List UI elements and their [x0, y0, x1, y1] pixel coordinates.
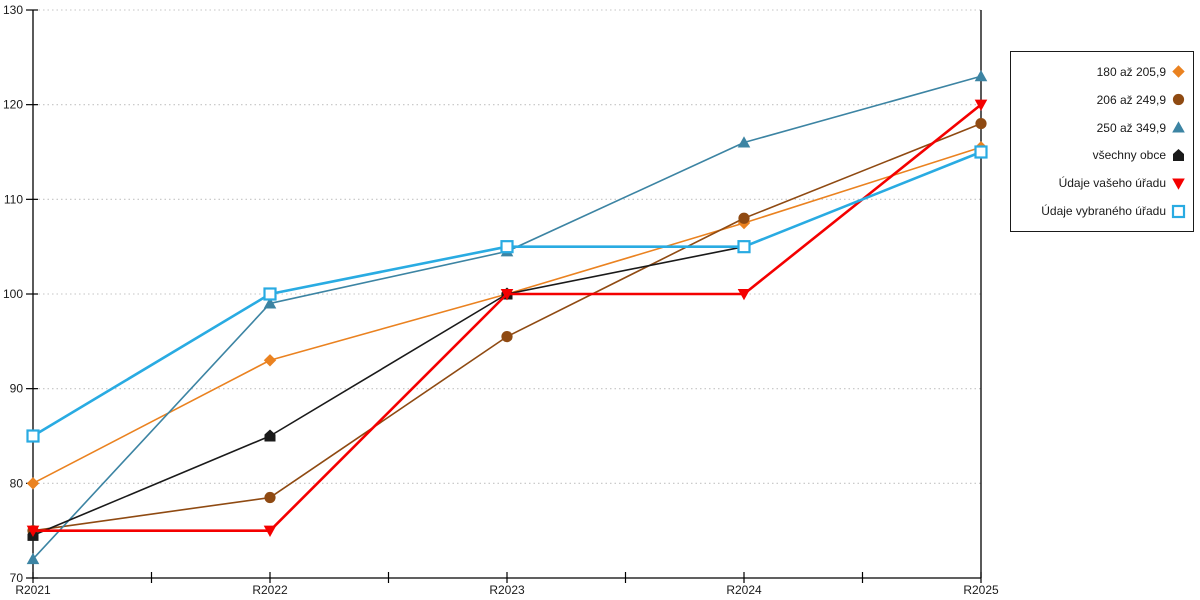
y-tick-label-100: 100: [3, 287, 23, 301]
y-tick-label-70: 70: [10, 571, 24, 585]
marker-circle-icon-s1-p1: [264, 491, 276, 504]
legend-label: 180 až 205,9: [1096, 64, 1166, 79]
legend-triangle-down-icon: [1172, 178, 1185, 190]
marker-pentagon-icon-legend: [1173, 148, 1184, 161]
marker-diamond-icon-s0-p0: [26, 477, 40, 490]
y-tick-label-130: 130: [3, 3, 23, 17]
legend-item: 250 až 349,9: [1017, 120, 1186, 135]
legend-circle-icon: [1172, 94, 1185, 106]
legend-item: všechny obce: [1017, 148, 1186, 163]
legend-triangle-up-icon: [1172, 121, 1185, 133]
marker-triangle-up-icon-s2-p1: [263, 297, 277, 309]
legend-label: Údaje vašeho úřadu: [1058, 176, 1166, 191]
marker-circle-icon-s1-p2: [501, 331, 513, 343]
x-tick-label-R2025: R2025: [963, 583, 999, 597]
marker-triangle-up-icon-legend: [1172, 121, 1185, 133]
marker-triangle-down-icon-s4-p1: [263, 525, 277, 537]
legend: 180 až 205,9 206 až 249,9 250 až 349,9 všec…: [1010, 51, 1194, 232]
marker-diamond-icon-s0-p1: [263, 354, 277, 367]
legend-label: 250 až 349,9: [1096, 120, 1166, 135]
marker-triangle-up-icon-s2-p0: [26, 552, 40, 565]
marker-square-open-icon-s5-p2: [500, 240, 514, 254]
marker-triangle-down-icon-s4-p2: [500, 289, 514, 301]
legend-label: 206 až 249,9: [1096, 92, 1166, 107]
marker-circle-icon-s1-p3: [738, 212, 750, 224]
legend-label: všechny obce: [1092, 148, 1166, 163]
legend-square-open-icon: [1171, 204, 1186, 218]
y-tick-label-90: 90: [10, 382, 24, 396]
x-tick-label-R2022: R2022: [252, 583, 288, 597]
marker-square-open-icon-s5-p3: [737, 240, 751, 254]
marker-pentagon-icon-s3-p1: [264, 429, 276, 442]
legend-item: 180 až 205,9: [1017, 64, 1186, 79]
series-line-2: [32, 75, 982, 560]
marker-triangle-up-icon-s2-p3: [737, 136, 751, 148]
series-line-4: [31, 103, 983, 532]
marker-triangle-down-icon-s4-p0: [26, 525, 40, 537]
marker-square-open-icon-legend: [1171, 204, 1186, 218]
legend-diamond-icon: [1172, 65, 1185, 79]
x-tick-label-R2024: R2024: [726, 583, 762, 597]
y-tick-label-110: 110: [4, 192, 23, 206]
marker-triangle-up-icon-s2-p4: [974, 69, 988, 82]
marker-square-open-icon-s5-p1: [263, 287, 277, 301]
series-line-1: [32, 122, 982, 532]
legend-pentagon-icon: [1173, 148, 1184, 161]
marker-circle-icon-legend: [1172, 94, 1185, 106]
legend-item: Údaje vybraného úřadu: [1017, 204, 1186, 219]
legend-label: Údaje vybraného úřadu: [1041, 204, 1166, 219]
legend-item: Údaje vašeho úřadu: [1017, 176, 1186, 191]
series-line-0: [32, 146, 982, 485]
marker-circle-icon-s1-p4: [975, 118, 987, 130]
marker-triangle-down-icon-legend: [1172, 178, 1185, 190]
marker-square-open-icon-s5-p0: [26, 429, 40, 443]
x-tick-label-R2021: R2021: [15, 583, 51, 597]
y-tick-label-80: 80: [10, 476, 24, 490]
marker-triangle-down-icon-s4-p3: [737, 289, 751, 301]
marker-diamond-icon-legend: [1172, 65, 1185, 79]
legend-item: 206 až 249,9: [1017, 92, 1186, 107]
marker-square-open-icon-s5-p4: [974, 145, 988, 159]
x-tick-label-R2023: R2023: [489, 583, 525, 597]
y-tick-label-120: 120: [3, 98, 23, 112]
marker-triangle-down-icon-s4-p4: [974, 99, 988, 111]
